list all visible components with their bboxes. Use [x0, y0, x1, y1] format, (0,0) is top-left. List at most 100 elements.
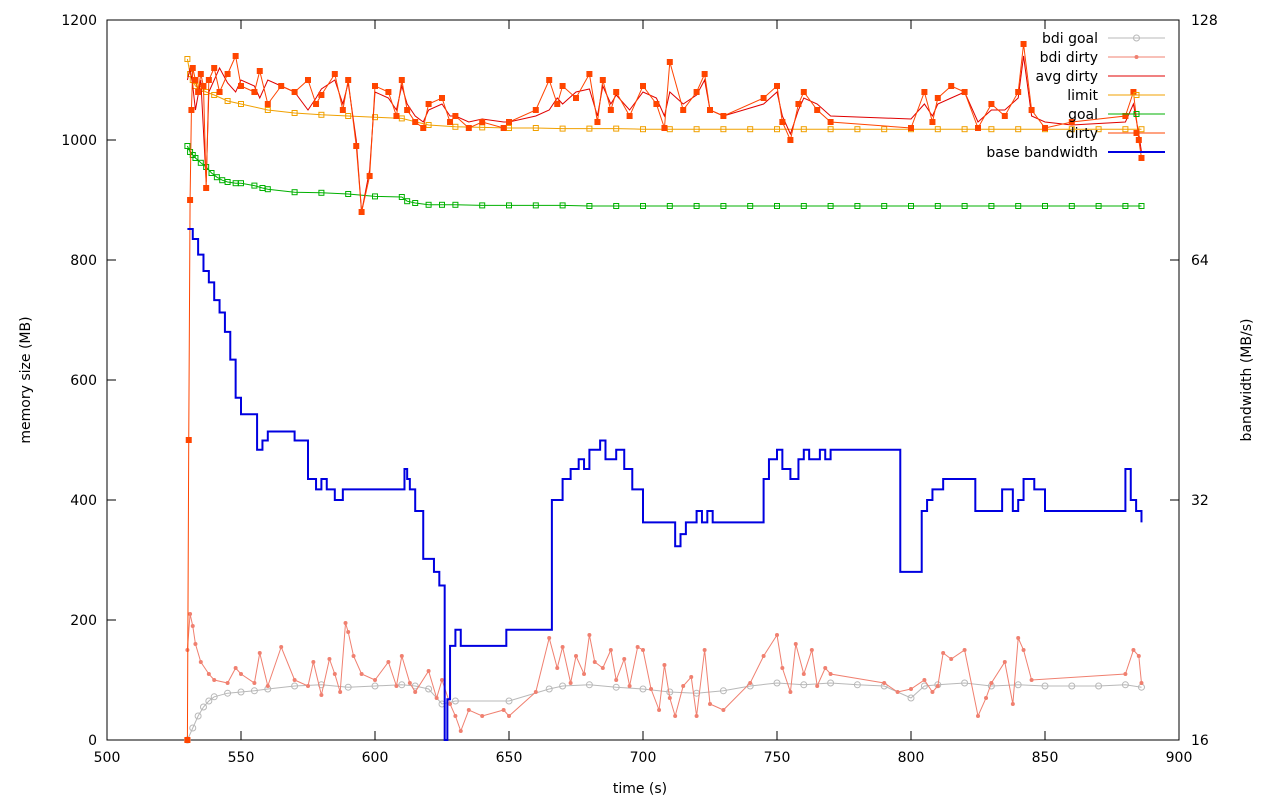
data-point	[689, 675, 694, 679]
data-point	[1010, 702, 1015, 706]
data-point	[720, 203, 727, 209]
data-point	[612, 683, 620, 691]
data-point	[935, 684, 940, 688]
data-point	[962, 648, 967, 652]
data-point	[465, 125, 472, 131]
data-point	[907, 694, 915, 702]
y-tick-label: 0	[88, 733, 97, 749]
data-point	[292, 678, 297, 682]
data-point	[827, 679, 835, 687]
data-point	[466, 708, 471, 712]
data-point	[327, 657, 332, 661]
series-limit	[184, 56, 1145, 133]
data-point	[386, 660, 391, 664]
data-point	[701, 71, 708, 77]
data-point	[614, 678, 619, 682]
series-line	[186, 55, 1142, 213]
data-point	[451, 697, 459, 705]
data-point	[187, 197, 194, 203]
data-point	[439, 201, 445, 208]
data-point	[407, 681, 412, 685]
y2-tick-label: 128	[1191, 13, 1218, 29]
data-point	[345, 191, 352, 197]
data-point	[533, 690, 538, 694]
data-point	[719, 687, 727, 695]
data-point	[800, 681, 808, 689]
data-point	[881, 126, 888, 133]
data-point	[640, 126, 646, 133]
data-point	[1016, 636, 1021, 640]
data-point	[420, 125, 427, 131]
data-point	[599, 77, 606, 83]
data-point	[666, 59, 673, 65]
data-point	[827, 119, 834, 125]
data-point	[586, 71, 593, 77]
data-point	[639, 685, 647, 693]
data-point	[210, 693, 218, 701]
data-point	[653, 101, 660, 107]
data-point	[199, 703, 207, 711]
data-point	[854, 203, 861, 209]
data-point	[774, 126, 780, 133]
data-point	[587, 633, 592, 637]
data-point	[205, 697, 213, 705]
data-point	[532, 107, 539, 113]
legend-label: dirty	[1066, 126, 1098, 142]
data-point	[239, 672, 243, 676]
data-point	[190, 624, 195, 628]
data-point	[318, 189, 325, 196]
data-point	[452, 123, 459, 130]
data-point	[793, 642, 798, 646]
data-point	[815, 684, 820, 688]
data-point	[559, 125, 566, 132]
data-point	[1042, 203, 1048, 209]
data-point	[827, 203, 834, 209]
legend-marker	[1134, 55, 1139, 59]
data-point	[189, 724, 197, 732]
data-point	[412, 200, 419, 206]
series-bdi-dirty	[185, 612, 1144, 733]
y-tick-label: 600	[70, 373, 97, 389]
data-point	[440, 678, 444, 682]
series-line	[186, 58, 1142, 130]
data-point	[452, 201, 459, 208]
data-point	[359, 672, 364, 676]
data-point	[929, 119, 936, 125]
data-point	[814, 107, 821, 113]
data-point	[681, 684, 686, 688]
data-point	[922, 678, 927, 682]
data-point	[574, 654, 578, 658]
data-point	[311, 660, 316, 664]
legend-label: avg dirty	[1035, 69, 1098, 85]
data-point	[224, 98, 231, 104]
data-point	[662, 663, 667, 667]
data-point	[506, 202, 512, 209]
data-point	[366, 173, 373, 179]
y2-tick-label: 16	[1191, 733, 1209, 749]
series-bdi-goal	[183, 679, 1145, 744]
data-point	[1042, 125, 1048, 131]
data-point	[194, 712, 202, 720]
data-point	[1068, 126, 1075, 133]
data-point	[721, 708, 726, 712]
y-tick-label: 200	[70, 613, 97, 629]
data-point	[573, 95, 579, 101]
y-tick-label: 800	[70, 253, 97, 269]
x-tick-label: 600	[362, 750, 389, 766]
data-point	[425, 101, 432, 107]
data-point	[506, 119, 512, 125]
legend: bdi goal bdi dirty avg dirty limit goal dirty…	[986, 31, 1165, 161]
data-point	[212, 678, 217, 682]
data-point	[823, 666, 828, 670]
data-point	[760, 95, 767, 101]
data-point	[458, 729, 463, 733]
data-point	[279, 645, 284, 649]
data-point	[613, 125, 620, 132]
data-point	[640, 83, 646, 89]
data-point	[251, 89, 258, 95]
data-point	[1041, 682, 1049, 690]
data-point	[934, 126, 941, 133]
data-point	[546, 77, 553, 83]
data-point	[1015, 126, 1022, 133]
data-point	[1029, 678, 1034, 682]
